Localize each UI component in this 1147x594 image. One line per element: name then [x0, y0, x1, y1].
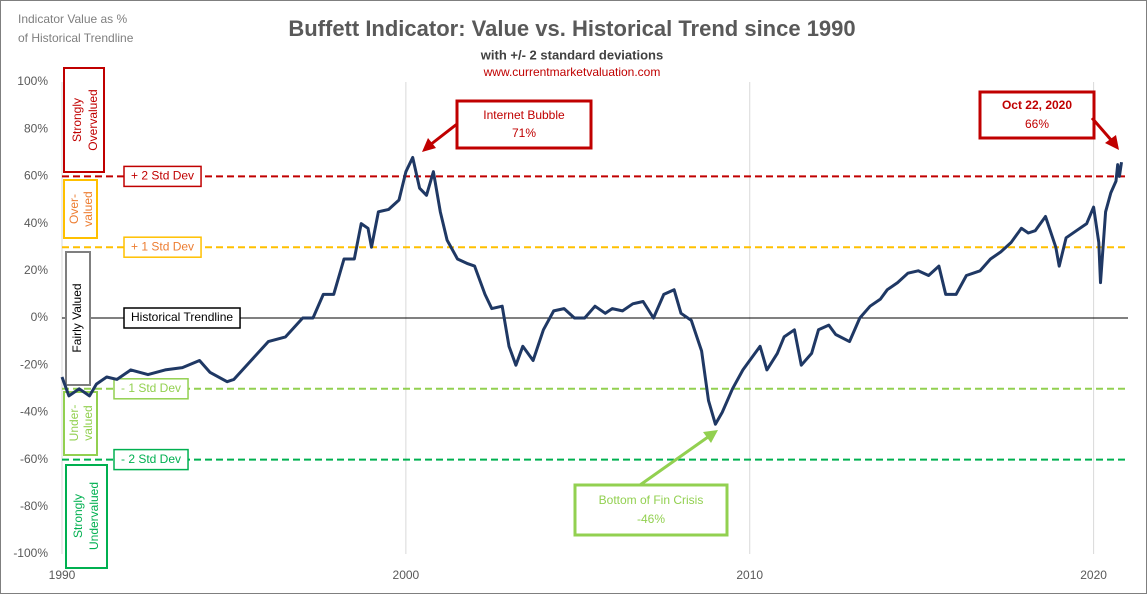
x-tick-label: 2010 — [736, 568, 763, 582]
reference-label: - 1 Std Dev — [121, 381, 181, 395]
y-tick-label: 20% — [24, 263, 48, 277]
plot-layer — [60, 156, 1123, 426]
annotation-box — [978, 90, 1096, 140]
zone-label: Strongly — [70, 98, 84, 142]
reference-label-box — [113, 378, 189, 400]
annotation-arrow — [1090, 117, 1114, 142]
y-tick-label: 100% — [17, 74, 48, 88]
zone-label: Under- — [67, 405, 81, 442]
x-tick-label: 2020 — [1080, 568, 1107, 582]
zone-label: Fairly Valued — [70, 283, 84, 352]
zone-box — [63, 67, 105, 173]
arrow-head — [1105, 135, 1119, 150]
annotation-arrow — [429, 122, 458, 147]
y-tick-label: 40% — [24, 216, 48, 230]
y-tick-label: -100% — [13, 546, 48, 560]
annotation-text: -46% — [637, 512, 665, 526]
reference-layer: + 2 Std Dev + 1 Std Dev Historical Trendli… — [62, 165, 1128, 471]
source: www.currentmarketvaluation.com — [483, 65, 661, 79]
chart-subtitle: with +/- 2 standard deviations — [480, 47, 663, 62]
zone-box — [63, 179, 98, 239]
zone-label: valued — [81, 191, 95, 226]
arrow-head — [422, 138, 436, 152]
zone-box — [63, 391, 98, 456]
zone-label: Over- — [67, 194, 81, 224]
y-tick-label: -80% — [20, 499, 48, 513]
reference-label: - 2 Std Dev — [121, 452, 181, 466]
y-tick-label: 0% — [31, 310, 49, 324]
x-tick-label: 1990 — [49, 568, 76, 582]
zone-label: Overvalued — [86, 89, 100, 150]
reference-label: Historical Trendline — [131, 310, 233, 324]
zone-box — [65, 464, 108, 569]
y-tick-label: -40% — [20, 405, 48, 419]
reference-label-box — [123, 165, 202, 188]
reference-label-box — [123, 307, 241, 329]
annotation-box — [455, 99, 593, 150]
y-tick-label: 60% — [24, 169, 48, 183]
annotation-text: Internet Bubble — [483, 108, 565, 122]
y-tick-label: -20% — [20, 357, 48, 371]
chart-title: Buffett Indicator: Value vs. Historical … — [288, 16, 855, 41]
y-tick-label: -60% — [20, 452, 48, 466]
y-axis-title: Indicator Value as % — [18, 12, 128, 26]
annotation-text: Oct 22, 2020 — [1002, 98, 1072, 112]
zone-box — [65, 251, 91, 386]
zone-label: Undervalued — [87, 482, 101, 550]
y-axis-title: of Historical Trendline — [18, 31, 134, 45]
zone-label: valued — [81, 405, 95, 440]
reference-label-box — [123, 236, 202, 258]
annotation-text: 66% — [1025, 117, 1049, 131]
x-tick-label: 2000 — [393, 568, 420, 582]
reference-label: + 2 Std Dev — [131, 169, 194, 183]
annotation-text: 71% — [512, 126, 536, 140]
annotation-text: Bottom of Fin Crisis — [599, 493, 704, 507]
series-line — [60, 156, 1123, 426]
grid-layer: -100% -80% -60% -40% -20% 0% 20% 40% 60% 80% 100% 1… — [13, 74, 1107, 582]
annotation-box — [573, 483, 729, 537]
arrow-head — [703, 430, 718, 443]
y-tick-label: 80% — [24, 121, 48, 135]
reference-label-box — [113, 448, 189, 471]
reference-label: + 1 Std Dev — [131, 239, 194, 253]
annotation-arrow — [639, 435, 709, 487]
zone-label: Strongly — [71, 494, 85, 538]
